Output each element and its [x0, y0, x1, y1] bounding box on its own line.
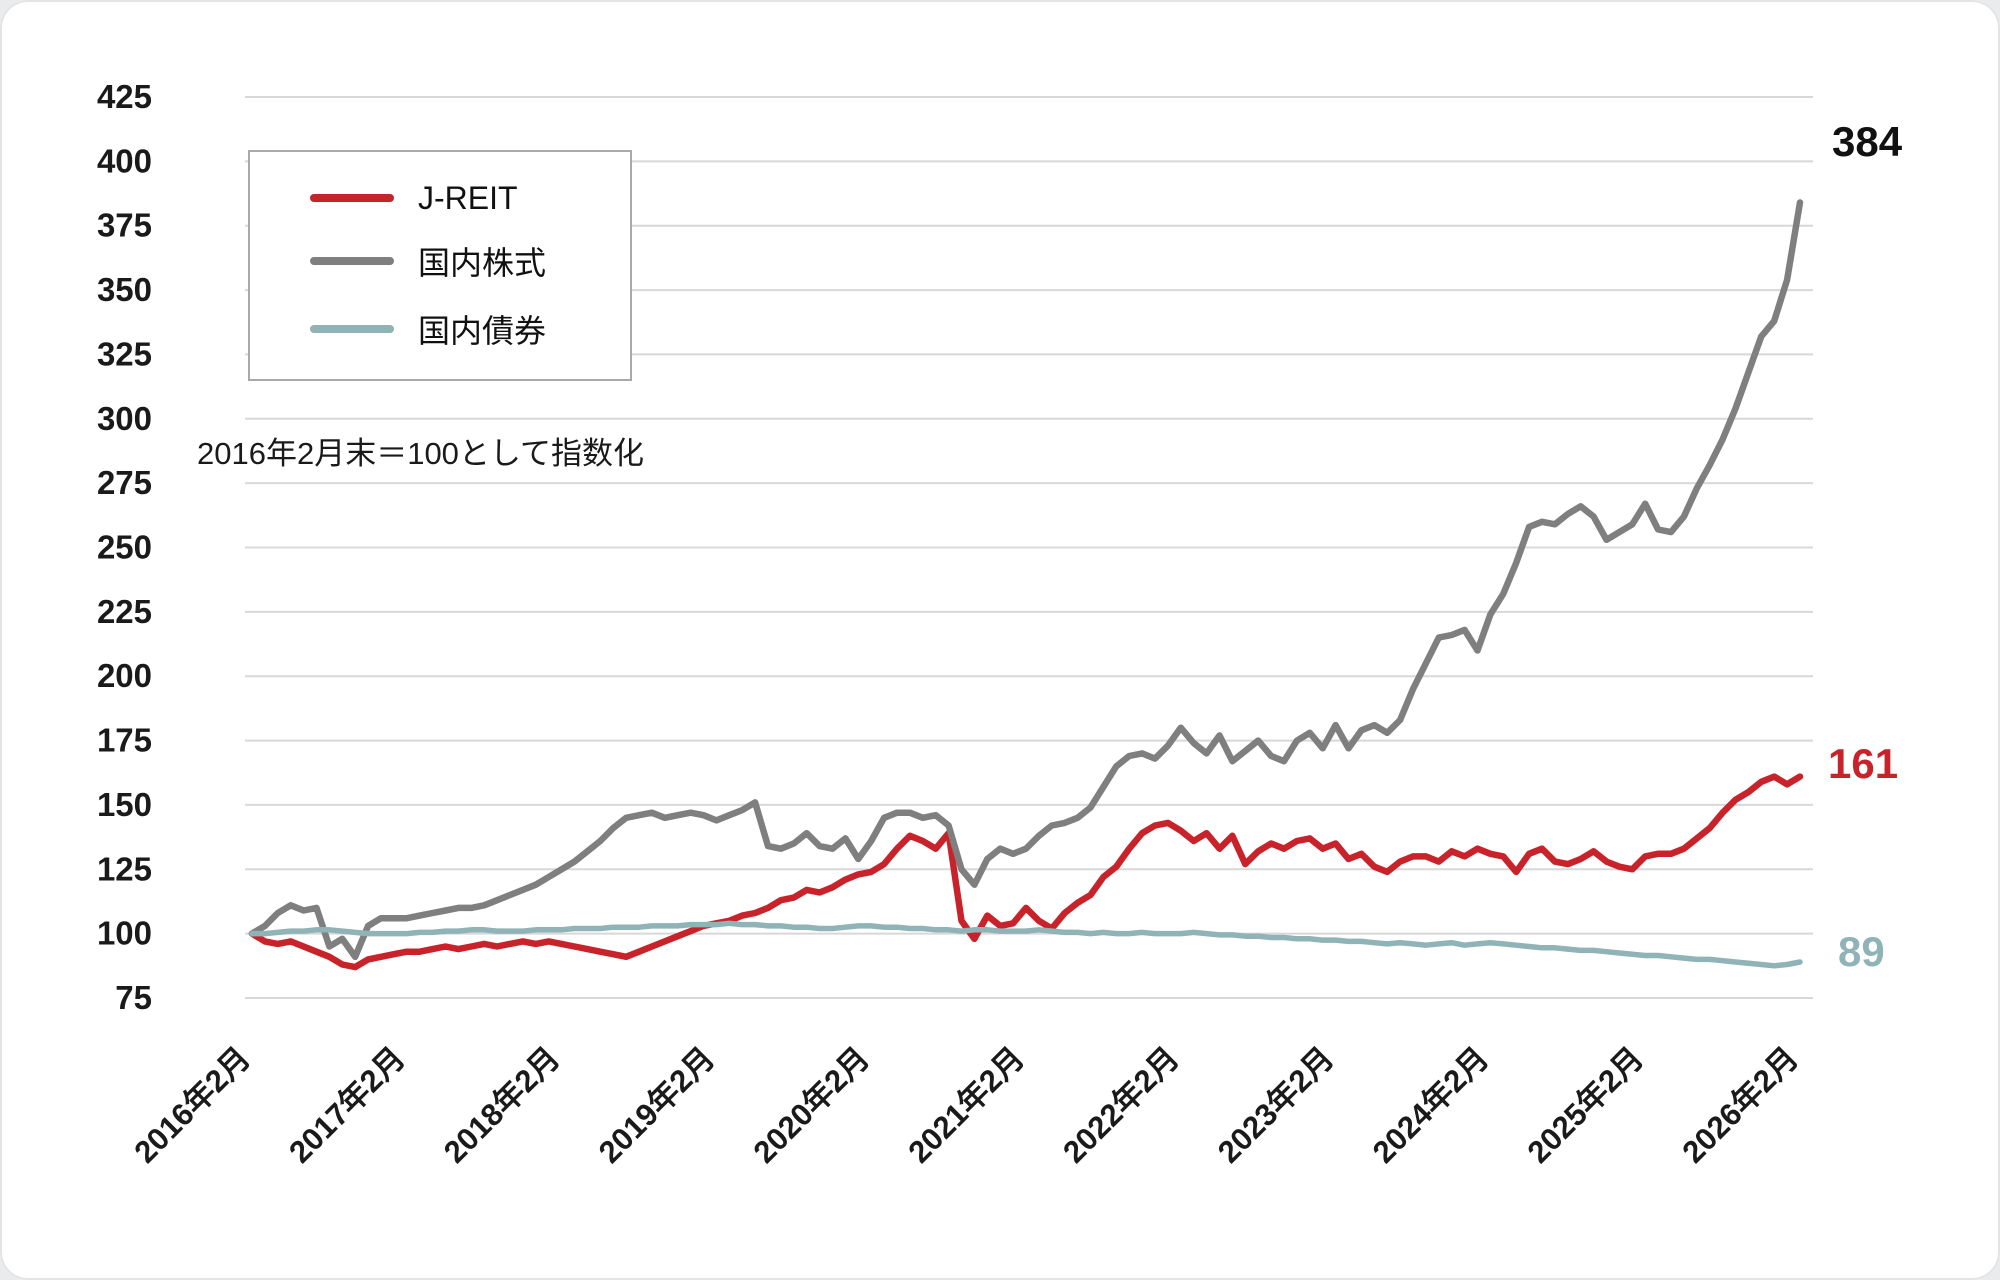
y-tick-label: 250 — [97, 529, 152, 566]
x-tick-label: 2022年2月 — [1056, 1040, 1186, 1170]
x-tick-label: 2016年2月 — [127, 1040, 257, 1170]
y-tick-label: 400 — [97, 142, 152, 179]
series-line-jreit — [248, 773, 1804, 971]
x-tick-label: 2019年2月 — [592, 1040, 722, 1170]
end-value-stock: 384 — [1832, 118, 1903, 165]
x-tick-label: 2020年2月 — [747, 1040, 877, 1170]
legend-label-jreit: J-REIT — [418, 179, 518, 216]
series-line-stock — [248, 199, 1804, 961]
y-tick-label: 325 — [97, 335, 152, 372]
jreit-line-swatch — [310, 194, 394, 202]
x-tick-label: 2026年2月 — [1675, 1040, 1805, 1170]
y-tick-label: 100 — [97, 915, 152, 952]
y-tick-label: 350 — [97, 271, 152, 308]
legend-item-jreit: J-REIT — [250, 180, 630, 217]
y-tick-label: 425 — [97, 78, 152, 115]
series-line-bond — [249, 920, 1803, 969]
y-tick-label: 275 — [97, 464, 152, 501]
x-tick-label: 2023年2月 — [1211, 1040, 1341, 1170]
y-tick-label: 225 — [97, 593, 152, 630]
stock-line-swatch — [310, 257, 394, 265]
x-tick-label: 2025年2月 — [1521, 1040, 1651, 1170]
x-tick-label: 2017年2月 — [282, 1040, 412, 1170]
legend-item-stock: 国内株式 — [250, 238, 630, 284]
y-tick-label: 75 — [115, 979, 152, 1016]
legend: J-REIT 国内株式 国内債券 — [248, 150, 632, 381]
x-axis-labels: 2016年2月 2017年2月 2018年2月 2019年2月 2020年2月 2021年… — [127, 1040, 1805, 1170]
y-tick-label: 375 — [97, 207, 152, 244]
y-tick-label: 125 — [97, 850, 152, 887]
legend-label-stock: 国内株式 — [418, 245, 547, 281]
legend-label-bond: 国内債券 — [418, 312, 547, 349]
y-tick-label: 300 — [97, 400, 152, 437]
legend-item-bond: 国内債券 — [250, 306, 630, 352]
x-tick-label: 2021年2月 — [901, 1040, 1031, 1170]
y-tick-label: 175 — [97, 722, 152, 759]
end-value-jreit: 161 — [1828, 740, 1899, 787]
y-tick-label: 150 — [97, 786, 152, 823]
index-base-note: 2016年2月末＝100として指数化 — [197, 436, 644, 471]
bond-line-swatch — [310, 324, 394, 333]
x-tick-label: 2018年2月 — [437, 1040, 567, 1170]
end-value-bond: 89 — [1838, 928, 1885, 975]
x-tick-label: 2024年2月 — [1366, 1040, 1496, 1170]
y-tick-label: 200 — [97, 657, 152, 694]
y-axis-labels: 75 100 125 150 175 200 225 250 275 300 325 350 375 40… — [97, 78, 152, 1016]
